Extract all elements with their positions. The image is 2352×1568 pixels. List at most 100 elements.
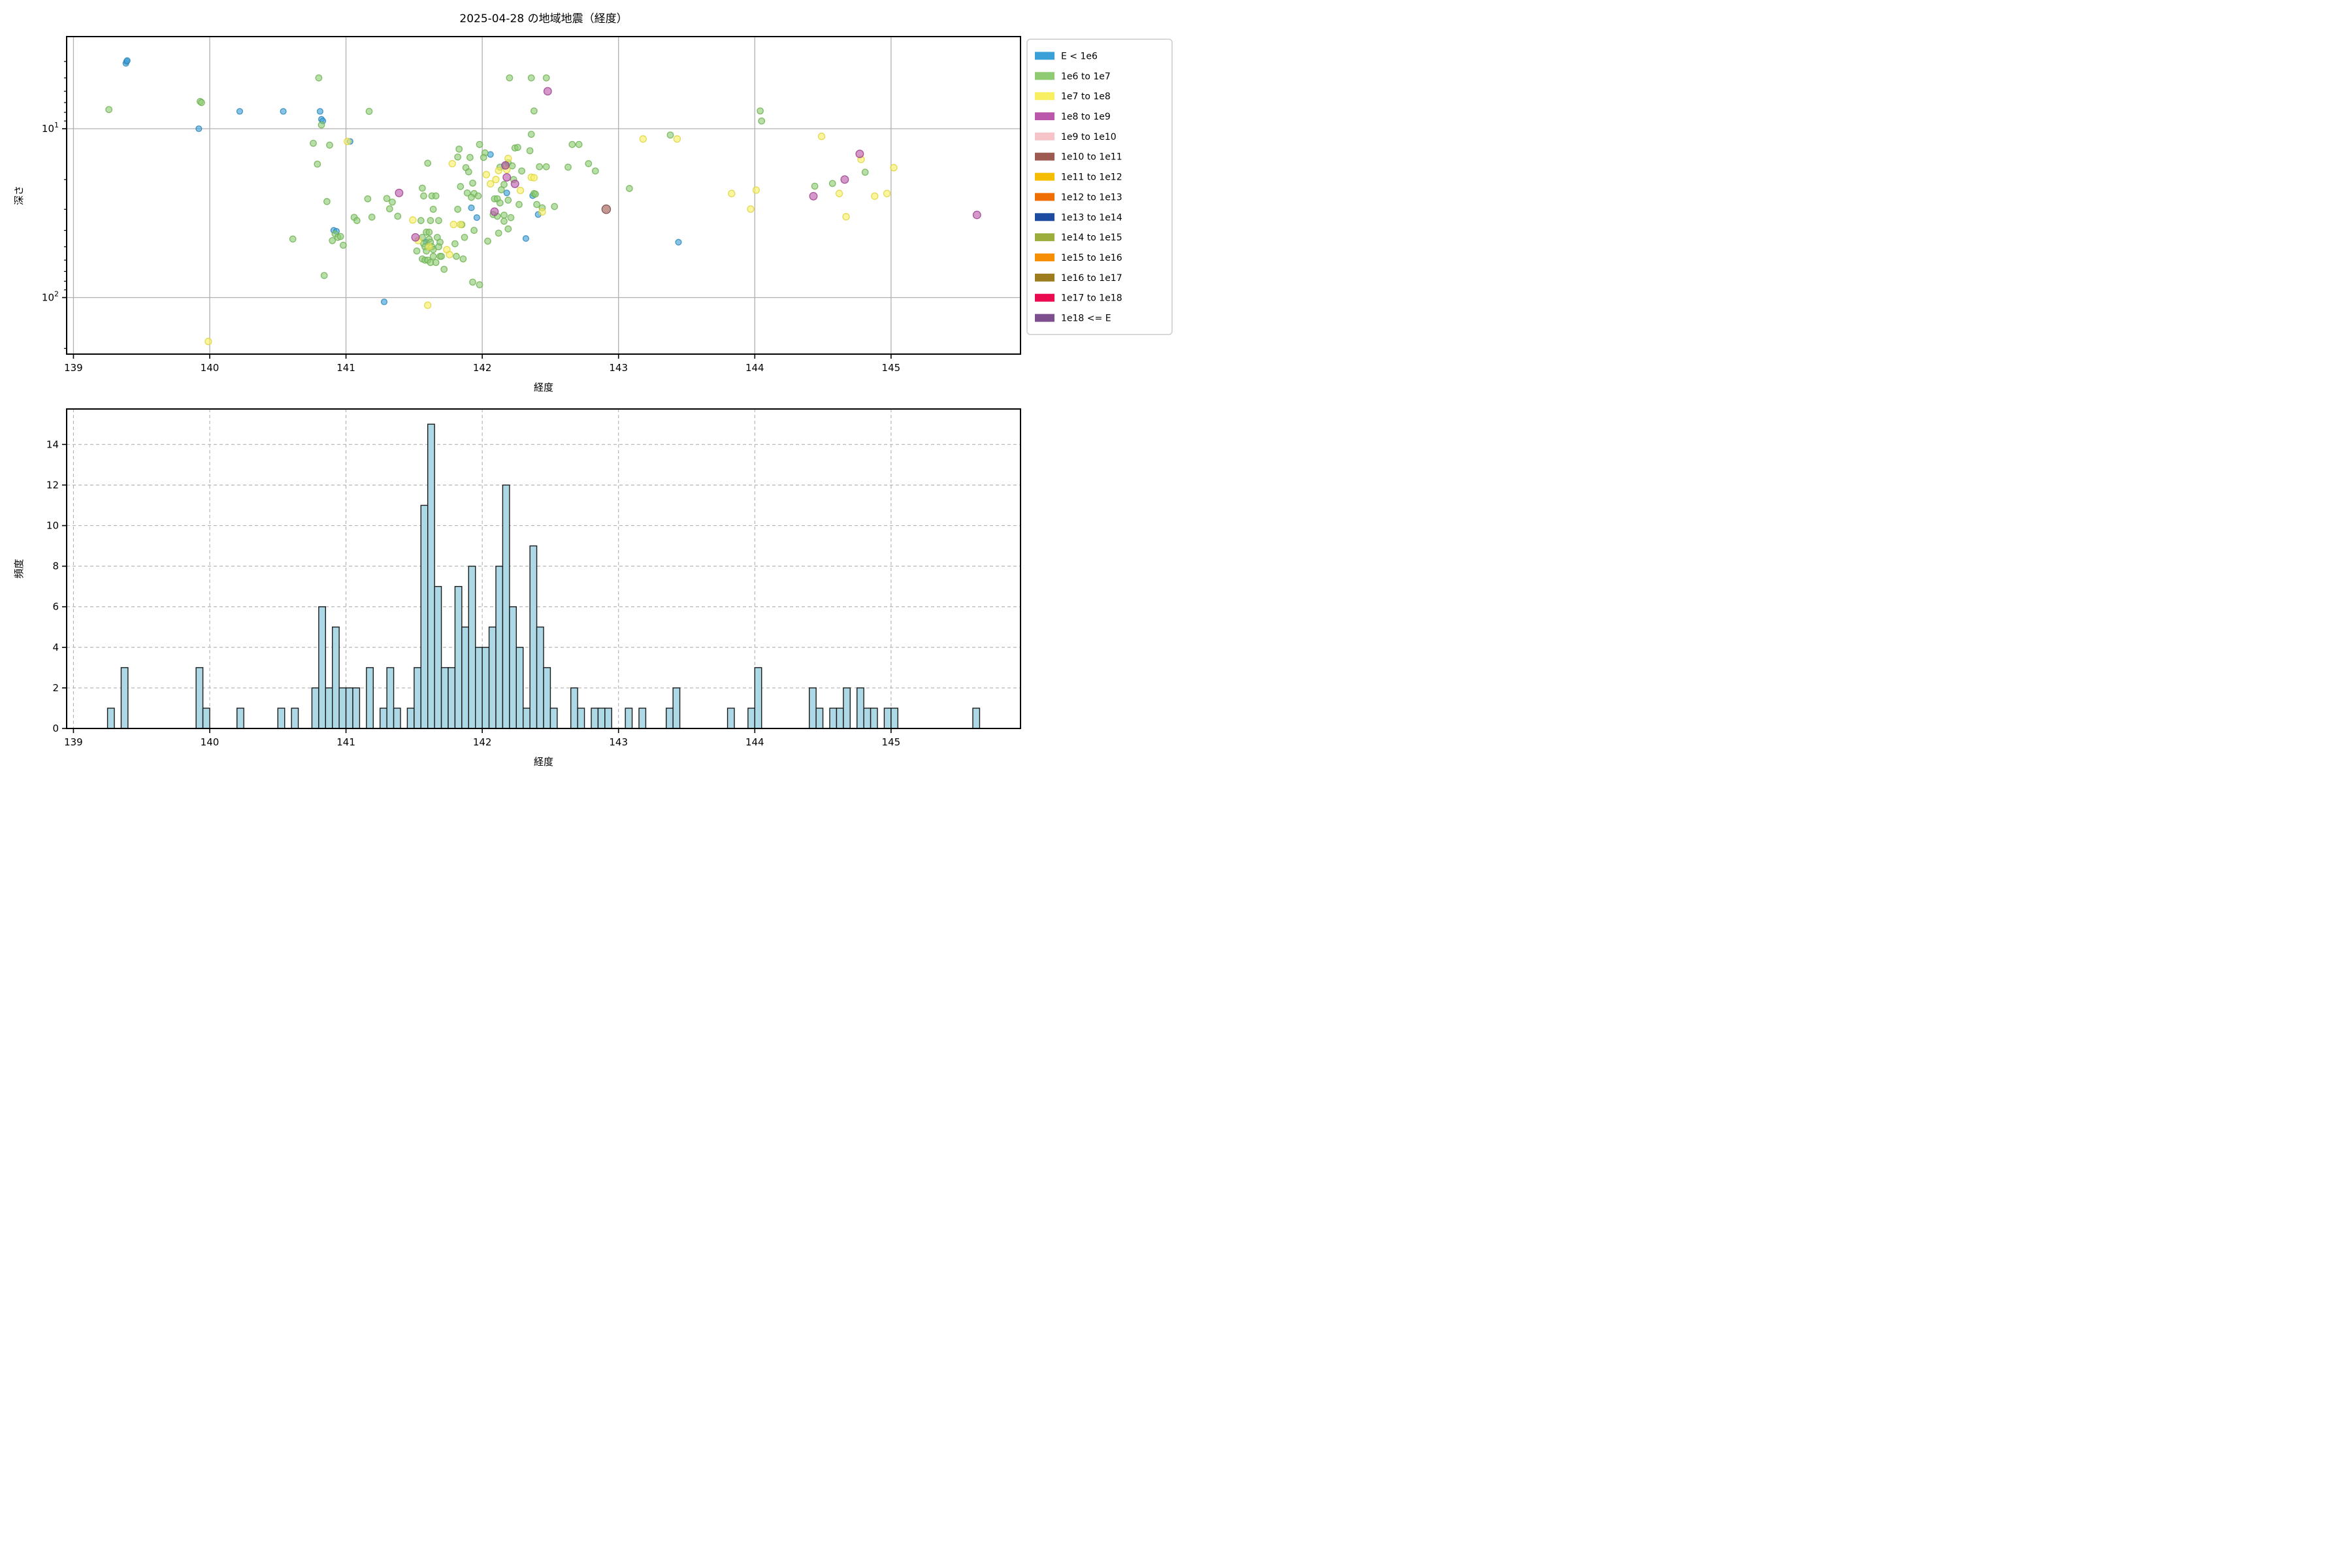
scatter-point [204, 338, 212, 346]
hist-bar [815, 708, 824, 729]
legend-row[interactable]: 1e11 to 1e12 [1035, 172, 1122, 183]
hist-bar [461, 627, 469, 729]
scatter-point [526, 147, 534, 155]
legend-row[interactable]: 1e8 to 1e9 [1035, 112, 1111, 122]
scatter-point [413, 247, 421, 255]
legend-swatch-11 [1035, 253, 1054, 261]
scatter-point [500, 211, 508, 219]
scatter-point [280, 108, 287, 115]
scatter-point [449, 220, 457, 229]
scatter-point [424, 301, 432, 309]
scatter-point [504, 225, 512, 233]
scatter-point [383, 195, 391, 203]
scatter-point [420, 192, 427, 200]
legend-row[interactable]: 1e16 to 1e17 [1035, 273, 1122, 284]
legend-row[interactable]: 1e12 to 1e13 [1035, 192, 1122, 203]
scatter-plot: 139 140 141 142 143 144 145 101 102 経度 深さ [13, 36, 1021, 393]
hist-bar [311, 687, 319, 729]
scatter-point [236, 108, 243, 115]
hist-bar [414, 667, 421, 729]
legend-swatch-7 [1035, 172, 1054, 181]
hist-bar [843, 687, 851, 729]
scatter-point [463, 189, 471, 197]
scatter-xtick-label: 145 [882, 362, 901, 374]
legend-label: 1e15 to 1e16 [1061, 253, 1122, 263]
scatter-point [835, 189, 843, 197]
legend-swatch-10 [1035, 233, 1054, 242]
hist-xtick-label: 144 [745, 736, 764, 748]
hist-bar [549, 708, 558, 729]
hist-bar [625, 708, 633, 729]
hist-bar [577, 708, 585, 729]
scatter-point [446, 251, 453, 259]
scatter-point [435, 217, 442, 224]
scatter-point [828, 180, 836, 188]
scatter-point [429, 253, 437, 260]
scatter-point [861, 169, 869, 176]
scatter-point [432, 259, 440, 267]
scatter-point [666, 131, 674, 139]
legend-swatch-9 [1035, 213, 1054, 221]
scatter-point [419, 184, 426, 192]
scatter-point [409, 216, 417, 224]
figure-canvas: 2025-04-28 の地域地震（経度） 139 140 141 142 143 144 14… [13, 12, 1173, 768]
scatter-point [476, 140, 483, 148]
hist-bar [543, 667, 551, 729]
scatter-point [344, 137, 351, 146]
hist-ytick-label: 10 [46, 520, 59, 532]
scatter-point [542, 163, 550, 171]
legend-row[interactable]: 1e17 to 1e18 [1035, 293, 1122, 304]
hist-bar [434, 585, 442, 729]
hist-ytick-label: 4 [52, 642, 59, 653]
hist-bar [325, 687, 333, 729]
scatter-point [380, 298, 388, 306]
hist-bar [352, 687, 361, 729]
scatter-point [411, 233, 420, 242]
hist-bar [420, 504, 429, 729]
legend-row[interactable]: 1e7 to 1e8 [1035, 91, 1111, 102]
legend-row[interactable]: 1e13 to 1e14 [1035, 212, 1122, 223]
legend-row[interactable]: E < 1e6 [1035, 51, 1098, 61]
scatter-point [507, 214, 515, 221]
legend-swatch-14 [1035, 314, 1054, 322]
hist-bar [237, 708, 244, 729]
scatter-point [591, 167, 599, 175]
scatter-point [368, 214, 376, 221]
hist-bar [809, 687, 817, 729]
scatter-point [758, 117, 766, 125]
scatter-point [476, 281, 483, 289]
scatter-point [728, 189, 736, 197]
scatter-point [195, 125, 203, 133]
legend-swatch-6 [1035, 152, 1054, 161]
scatter-point [469, 179, 476, 187]
series-1e10-to-1e11 [601, 204, 612, 214]
hist-bar [863, 708, 872, 729]
legend-row[interactable]: 1e6 to 1e7 [1035, 71, 1111, 82]
page-title: 2025-04-28 の地域地震（経度） [459, 12, 627, 25]
hist-bar [870, 708, 878, 729]
scatter-point [454, 205, 461, 213]
scatter-xtick-label: 143 [609, 362, 628, 374]
scatter-xlabel: 経度 [534, 382, 553, 393]
hist-bar [754, 667, 762, 729]
scatter-point [484, 237, 491, 245]
hist-bar [482, 647, 490, 729]
legend-label: 1e16 to 1e17 [1061, 273, 1122, 284]
legend-row[interactable]: 1e15 to 1e16 [1035, 253, 1122, 263]
legend-row[interactable]: 1e10 to 1e11 [1035, 152, 1122, 163]
scatter-point [470, 227, 478, 234]
scatter-point [575, 140, 583, 148]
scatter-point [890, 163, 898, 172]
legend: E < 1e6 1e6 to 1e7 1e7 to 1e8 1e8 to 1e9 1e9… [1026, 39, 1173, 335]
hist-xtick-label: 143 [609, 736, 628, 748]
scatter-point [542, 74, 550, 82]
legend-row[interactable]: 1e18 <= E [1035, 314, 1111, 324]
hist-bar [509, 606, 517, 729]
legend-row[interactable]: 1e14 to 1e15 [1035, 233, 1122, 243]
scatter-point [389, 198, 396, 206]
legend-label: 1e10 to 1e11 [1061, 152, 1122, 163]
scatter-point [482, 171, 491, 178]
legend-row[interactable]: 1e9 to 1e10 [1035, 132, 1117, 142]
scatter-point [440, 265, 448, 273]
scatter-point [504, 197, 512, 204]
